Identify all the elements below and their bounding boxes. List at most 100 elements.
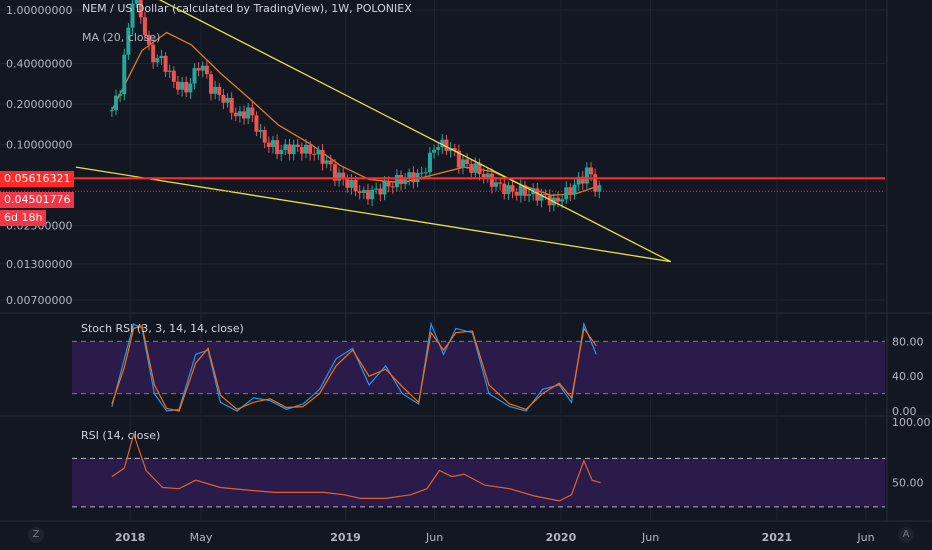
candle-body [324, 160, 329, 164]
rsi-title: RSI (14, close) [81, 429, 161, 442]
candle-body [196, 68, 201, 71]
candle-body [266, 142, 271, 147]
current-price-tag: 0.04501776 [0, 192, 75, 208]
candle-body [209, 74, 214, 94]
candle-body [407, 172, 412, 180]
candle-body [221, 94, 226, 103]
candle-body [246, 107, 251, 119]
z-scale-button[interactable]: Z [28, 527, 44, 543]
candle-body [506, 185, 511, 194]
candle-body [349, 180, 354, 188]
candle-body [481, 173, 486, 178]
candle-body [386, 181, 391, 187]
candle-body [527, 194, 532, 196]
candle-body [180, 81, 185, 90]
candle-body [419, 172, 424, 174]
candle-body [564, 187, 569, 200]
candle-body [213, 86, 218, 94]
candle-body [188, 83, 193, 93]
x-tick-label: Jun [856, 531, 874, 544]
candle-body [444, 139, 449, 151]
candle-body [473, 163, 478, 173]
candle-body [345, 179, 350, 188]
candle-body [130, 3, 135, 28]
candle-body [539, 194, 544, 201]
candle-body [337, 172, 342, 181]
candle-body [522, 185, 527, 196]
candle-body [262, 129, 267, 143]
candle-body [460, 159, 465, 168]
stoch-rsi-title: Stoch RSI (3, 3, 14, 14, close) [81, 322, 244, 335]
candle-body [469, 163, 474, 173]
rsi-band [72, 458, 885, 507]
trendline [158, 0, 671, 263]
candle-body [118, 94, 123, 96]
candle-body [432, 149, 437, 153]
y-tick-label: 0.20000000 [6, 98, 72, 111]
resistance-price-tag: 0.05616321 [0, 171, 75, 187]
stoch-d-line [111, 324, 597, 412]
candle-body [399, 174, 404, 184]
auto-scale-button[interactable]: A [898, 527, 914, 543]
candle-body [593, 174, 598, 192]
candle-body [353, 180, 358, 192]
y-tick-label: 0.00700000 [6, 294, 72, 307]
candle-body [151, 44, 156, 63]
candle-body [589, 167, 594, 175]
x-tick-label: 2018 [115, 531, 146, 544]
stoch-tick-label: 80.00 [892, 335, 924, 348]
candle-body [229, 97, 234, 113]
x-tick-label: 2021 [762, 531, 793, 544]
x-tick-label: 2019 [330, 531, 361, 544]
candle-body [580, 176, 585, 184]
candle-body [291, 144, 296, 155]
candle-body [122, 54, 127, 95]
candle-body [167, 70, 172, 72]
candle-body [142, 17, 147, 36]
candle-body [494, 182, 499, 187]
candle-body [555, 197, 560, 202]
candle-body [299, 146, 304, 154]
candle-body [287, 144, 292, 155]
candle-body [295, 144, 300, 147]
y-tick-label: 0.01300000 [6, 258, 72, 271]
x-tick-label: 2020 [546, 531, 577, 544]
candle-body [456, 150, 461, 168]
candle-body [382, 181, 387, 195]
candle-body [423, 172, 428, 174]
candle-body [572, 184, 577, 195]
candle-body [254, 115, 259, 132]
candle-body [192, 68, 197, 84]
candle-body [374, 188, 379, 190]
candle-body [304, 144, 309, 154]
candle-body [134, 0, 139, 4]
candle-body [316, 149, 321, 155]
candle-body [477, 163, 482, 174]
candle-body [147, 35, 152, 45]
x-tick-label: May [190, 531, 213, 544]
candle-body [171, 70, 176, 82]
candle-body [283, 144, 288, 150]
stoch-tick-label: 0.00 [892, 405, 917, 418]
candle-body [184, 81, 189, 93]
candle-body [175, 81, 180, 90]
candle-body [114, 95, 118, 111]
candle-body [332, 164, 337, 181]
candle-body [138, 0, 143, 18]
chart-title: NEM / US Dollar (calculated by TradingVi… [82, 2, 412, 15]
candle-body [159, 55, 164, 59]
candle-body [237, 111, 242, 117]
y-tick-label: 1.00000000 [6, 4, 72, 17]
candle-body [370, 189, 375, 200]
candle-body [279, 149, 284, 155]
candle-body [242, 111, 247, 119]
candle-body [427, 152, 432, 173]
candle-body [597, 185, 602, 192]
candle-body [465, 159, 470, 164]
candle-body [155, 58, 160, 63]
candle-body [365, 189, 370, 200]
candle-body [535, 188, 540, 201]
candle-body [378, 188, 383, 195]
candle-body [440, 139, 445, 148]
